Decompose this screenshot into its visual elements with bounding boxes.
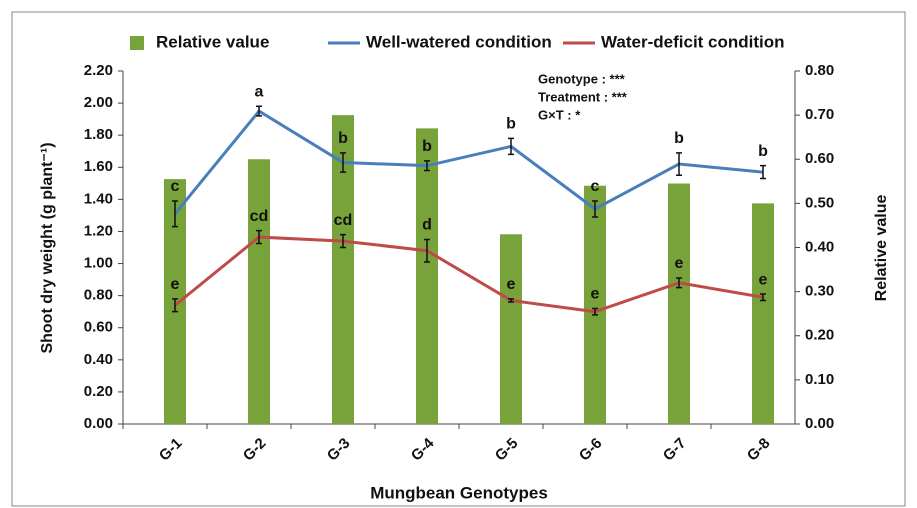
significance-letter: e	[171, 276, 180, 293]
significance-letter: b	[758, 143, 768, 160]
legend-label: Well-watered condition	[366, 32, 552, 51]
y-tick-label: 2.00	[84, 94, 113, 111]
bar	[248, 159, 270, 424]
significance-letter: b	[506, 116, 516, 133]
bar	[416, 128, 438, 425]
significance-letter: b	[338, 130, 348, 147]
error-bar	[676, 277, 682, 289]
x-tick-label: G-8	[744, 435, 774, 465]
bar	[752, 203, 774, 424]
x-tick-label: G-2	[240, 435, 270, 465]
annotation: Treatment : ***	[538, 89, 628, 104]
error-bar	[592, 200, 598, 218]
bar	[668, 183, 690, 424]
error-bar	[256, 229, 262, 245]
significance-letter: e	[591, 286, 600, 303]
bar	[332, 115, 354, 424]
significance-letter: c	[591, 178, 600, 195]
frame	[11, 11, 906, 507]
error-bar	[508, 298, 514, 303]
legend-label: Water-deficit condition	[601, 32, 785, 51]
bar	[584, 185, 606, 424]
x-tick-label: G-4	[408, 434, 438, 464]
legend-label: Relative value	[156, 32, 269, 51]
error-bar	[424, 160, 430, 172]
y2-axis-label: Relative value	[873, 195, 890, 302]
x-tick-label: G-5	[492, 435, 522, 465]
bar	[500, 234, 522, 424]
y2-tick-label: 0.60	[805, 150, 834, 167]
error-bar	[340, 233, 346, 249]
significance-letter: b	[422, 138, 432, 155]
error-bar	[172, 200, 178, 228]
y2-tick-label: 0.50	[805, 194, 834, 211]
y2-tick-label: 0.10	[805, 371, 834, 388]
significance-letter: c	[171, 178, 180, 195]
y-tick-label: 1.40	[84, 190, 113, 207]
y2-tick-label: 0.70	[805, 106, 834, 123]
significance-letter: e	[675, 255, 684, 272]
y2-tick-label: 0.00	[805, 415, 834, 432]
y2-tick-label: 0.80	[805, 62, 834, 79]
significance-letter: cd	[334, 212, 353, 229]
x-axis-label: Mungbean Genotypes	[370, 483, 548, 502]
error-bar	[760, 293, 766, 302]
error-bar	[424, 238, 430, 263]
x-tick-label: G-6	[576, 435, 606, 465]
significance-letter: e	[507, 276, 516, 293]
y-axis-label: Shoot dry weight (g plant⁻¹)	[39, 142, 56, 353]
y-tick-label: 0.80	[84, 287, 113, 304]
significance-letter: e	[759, 271, 768, 288]
significance-letter: cd	[250, 208, 269, 225]
annotation: G×T : *	[538, 107, 581, 122]
error-bar	[340, 152, 346, 173]
y-tick-label: 2.20	[84, 62, 113, 79]
error-bar	[172, 298, 178, 313]
error-bar	[676, 152, 682, 177]
error-bar	[760, 164, 766, 180]
annotation: Genotype : ***	[538, 71, 626, 86]
error-bar	[508, 137, 514, 156]
y-tick-label: 1.80	[84, 126, 113, 143]
y-tick-label: 0.00	[84, 415, 113, 432]
y2-tick-label: 0.30	[805, 283, 834, 300]
y-tick-label: 0.60	[84, 319, 113, 336]
y-tick-label: 0.40	[84, 351, 113, 368]
x-tick-label: G-3	[324, 435, 354, 465]
y-tick-label: 1.60	[84, 158, 113, 175]
significance-letter: a	[255, 84, 264, 101]
y2-tick-label: 0.40	[805, 238, 834, 255]
line	[174, 235, 764, 314]
legend-swatch	[130, 36, 144, 50]
y2-tick-label: 0.20	[805, 327, 834, 344]
significance-letter: b	[674, 130, 684, 147]
x-tick-label: G-1	[156, 435, 186, 465]
line	[173, 109, 764, 215]
significance-letter: d	[422, 217, 432, 234]
y-tick-label: 1.20	[84, 222, 113, 239]
error-bar	[592, 307, 598, 316]
error-bar	[256, 105, 262, 117]
y-tick-label: 0.20	[84, 383, 113, 400]
y-tick-label: 1.00	[84, 255, 113, 272]
x-tick-label: G-7	[660, 435, 690, 465]
